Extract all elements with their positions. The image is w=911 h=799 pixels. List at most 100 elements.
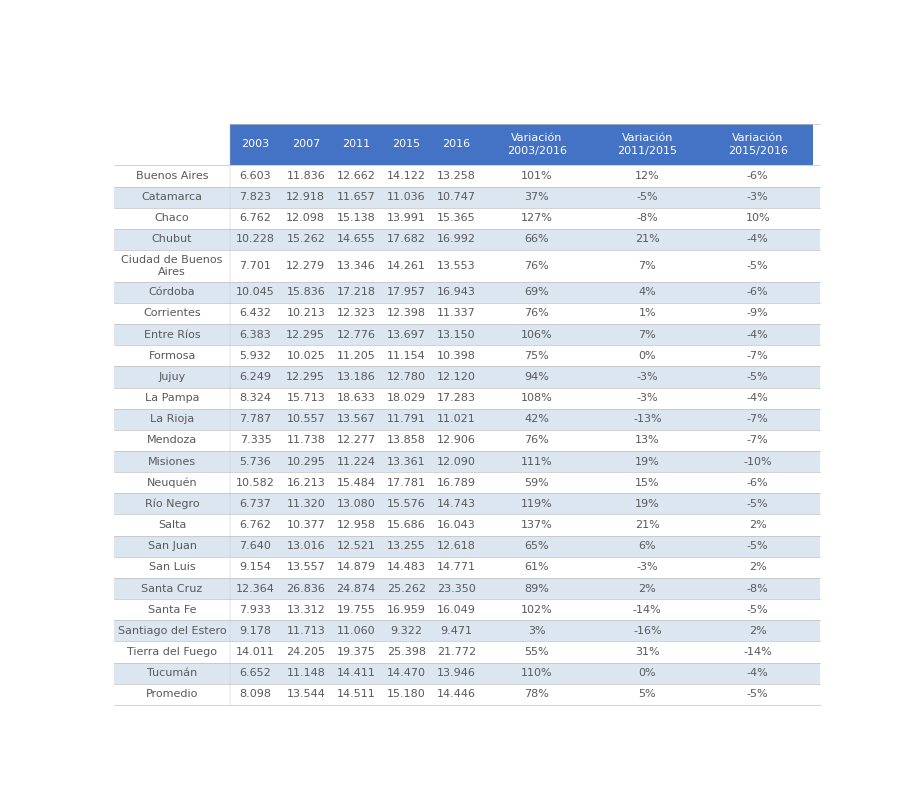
Text: 12.398: 12.398	[387, 308, 425, 319]
Text: 24.874: 24.874	[336, 583, 375, 594]
Text: 12.295: 12.295	[286, 372, 325, 382]
Text: 10.582: 10.582	[236, 478, 275, 487]
Text: -5%: -5%	[637, 193, 658, 202]
Text: -6%: -6%	[747, 288, 769, 297]
Text: Chubut: Chubut	[152, 234, 192, 244]
Text: 7.640: 7.640	[240, 541, 271, 551]
Text: 102%: 102%	[521, 605, 553, 614]
Bar	[114, 578, 820, 599]
Text: Jujuy: Jujuy	[159, 372, 186, 382]
Text: 11.320: 11.320	[286, 499, 325, 509]
Text: 14.122: 14.122	[387, 171, 425, 181]
Bar	[114, 599, 820, 620]
Text: 2%: 2%	[749, 520, 766, 530]
Text: La Pampa: La Pampa	[145, 393, 200, 403]
Text: 14.511: 14.511	[337, 690, 375, 699]
Text: 7.701: 7.701	[240, 261, 271, 271]
Text: 9.178: 9.178	[240, 626, 271, 636]
Text: 12.918: 12.918	[286, 193, 325, 202]
Text: 4%: 4%	[639, 288, 656, 297]
Text: 16.789: 16.789	[437, 478, 476, 487]
Text: 2007: 2007	[292, 140, 320, 149]
Text: 13.150: 13.150	[437, 330, 476, 340]
Text: 8.324: 8.324	[240, 393, 271, 403]
Text: 13.346: 13.346	[337, 261, 375, 271]
Text: -5%: -5%	[747, 690, 769, 699]
Text: 17.218: 17.218	[336, 288, 375, 297]
Text: Misiones: Misiones	[148, 456, 196, 467]
Text: San Luis: San Luis	[148, 562, 196, 572]
Text: 10.045: 10.045	[236, 288, 275, 297]
Text: 18.633: 18.633	[337, 393, 375, 403]
Text: 12.120: 12.120	[437, 372, 476, 382]
Text: 9.154: 9.154	[240, 562, 271, 572]
Text: 13.544: 13.544	[286, 690, 325, 699]
Text: 9.471: 9.471	[441, 626, 473, 636]
Text: Río Negro: Río Negro	[145, 499, 200, 509]
Text: 12.323: 12.323	[337, 308, 375, 319]
Text: 15.138: 15.138	[337, 213, 375, 224]
Text: 21%: 21%	[635, 234, 660, 244]
Bar	[114, 451, 820, 472]
Text: 14.446: 14.446	[437, 690, 476, 699]
Text: -4%: -4%	[747, 393, 769, 403]
Text: 7.933: 7.933	[240, 605, 271, 614]
Text: 6.762: 6.762	[240, 213, 271, 224]
Text: 11.154: 11.154	[387, 351, 425, 361]
Text: 10.557: 10.557	[286, 414, 325, 424]
Text: 2%: 2%	[749, 626, 766, 636]
Text: 11.836: 11.836	[286, 171, 325, 181]
Text: 14.771: 14.771	[437, 562, 476, 572]
Text: 10.025: 10.025	[286, 351, 325, 361]
Text: -5%: -5%	[747, 541, 769, 551]
Text: -4%: -4%	[747, 668, 769, 678]
Text: 6.652: 6.652	[240, 668, 271, 678]
Text: -7%: -7%	[747, 414, 769, 424]
Text: 24.205: 24.205	[286, 647, 325, 657]
Text: 12%: 12%	[635, 171, 660, 181]
Text: 14.743: 14.743	[437, 499, 476, 509]
Text: 6.432: 6.432	[240, 308, 271, 319]
Text: 8.098: 8.098	[240, 690, 271, 699]
Text: 26.836: 26.836	[286, 583, 325, 594]
Text: 10%: 10%	[745, 213, 770, 224]
Text: Variación
2011/2015: Variación 2011/2015	[618, 133, 677, 156]
Text: 94%: 94%	[525, 372, 549, 382]
Text: 11.205: 11.205	[337, 351, 375, 361]
Text: San Juan: San Juan	[148, 541, 197, 551]
Text: 12.098: 12.098	[286, 213, 325, 224]
Text: 10.377: 10.377	[286, 520, 325, 530]
Text: 17.781: 17.781	[387, 478, 425, 487]
Text: 75%: 75%	[525, 351, 549, 361]
Text: 42%: 42%	[525, 414, 549, 424]
Text: -3%: -3%	[747, 193, 769, 202]
Text: -6%: -6%	[747, 478, 769, 487]
Text: Salta: Salta	[158, 520, 187, 530]
Text: 1%: 1%	[639, 308, 656, 319]
Text: -4%: -4%	[747, 234, 769, 244]
Text: 11.713: 11.713	[286, 626, 325, 636]
Text: -16%: -16%	[633, 626, 661, 636]
Bar	[114, 515, 820, 535]
Text: 7%: 7%	[639, 330, 656, 340]
Text: Buenos Aires: Buenos Aires	[136, 171, 209, 181]
Text: 15.180: 15.180	[387, 690, 425, 699]
Text: 13.258: 13.258	[437, 171, 476, 181]
Text: 12.906: 12.906	[437, 435, 476, 445]
Bar	[114, 208, 820, 229]
Text: 13.255: 13.255	[387, 541, 425, 551]
Text: 19%: 19%	[635, 456, 660, 467]
Text: Variación
2015/2016: Variación 2015/2016	[728, 133, 788, 156]
Text: 11.021: 11.021	[437, 414, 476, 424]
Bar	[114, 229, 820, 250]
Bar	[114, 165, 820, 187]
Text: 15%: 15%	[635, 478, 660, 487]
Text: 7.823: 7.823	[240, 193, 271, 202]
Text: Mendoza: Mendoza	[147, 435, 198, 445]
Text: 76%: 76%	[525, 435, 549, 445]
Bar	[230, 124, 813, 165]
Text: 13.697: 13.697	[387, 330, 425, 340]
Text: 110%: 110%	[521, 668, 553, 678]
Text: 119%: 119%	[521, 499, 553, 509]
Text: 5%: 5%	[639, 690, 656, 699]
